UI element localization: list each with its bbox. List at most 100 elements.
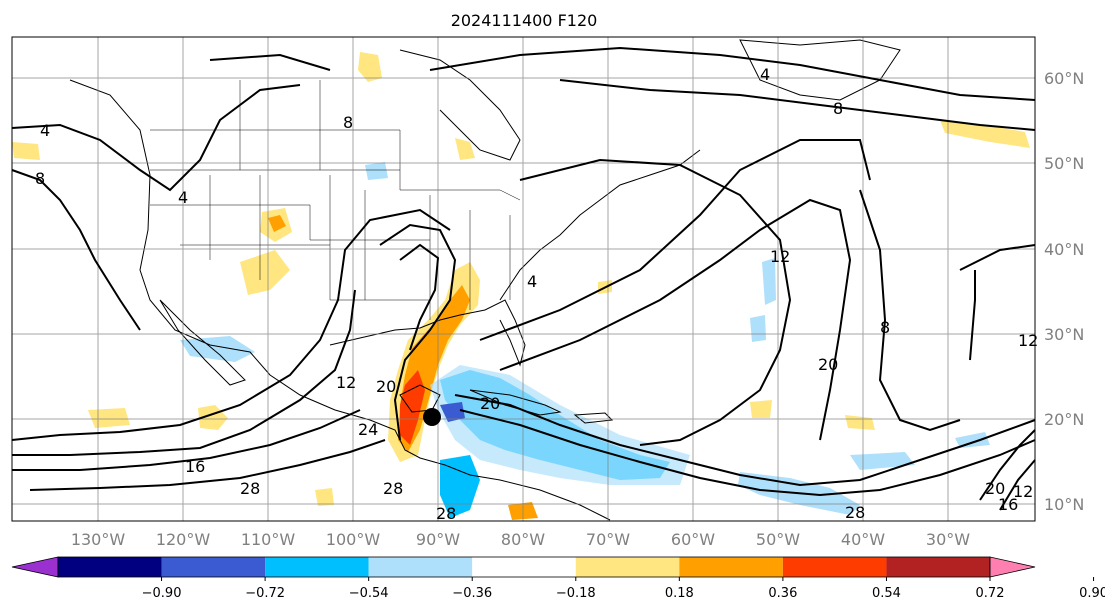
contour-12-south [11, 208, 451, 441]
contour-label: 24 [358, 420, 378, 439]
orange-spot-rockies [268, 215, 286, 232]
lightblue-shade-atl2 [750, 315, 766, 342]
gulf-coast [329, 299, 526, 367]
lon-label: 70°W [586, 530, 630, 549]
colorbar-extend-high [989, 556, 1036, 578]
contour-label: 16 [185, 457, 205, 476]
lon-label: 110°W [241, 530, 296, 549]
lon-label: 50°W [756, 530, 800, 549]
map-frame [11, 36, 1036, 522]
darkblue-spot [440, 402, 465, 422]
lat-label: 10°N [1044, 495, 1084, 514]
yellow-shade-ne [455, 138, 475, 160]
lightblue-shade-pac [180, 336, 255, 362]
contour-label: 4 [760, 65, 770, 84]
contour-label: 8 [343, 113, 353, 132]
colorbar-tick-label: −0.90 [142, 586, 182, 601]
lon-label: 40°W [841, 530, 885, 549]
contour-20-atl [479, 139, 871, 341]
contour-caribbean-1 [454, 394, 1036, 487]
contour-label-group: 4 8 4 4 8 4 8 12 8 12 20 20 16 28 12 20 … [35, 65, 1038, 523]
colorbar-extend-low [11, 556, 59, 578]
contour-12-east [959, 244, 1036, 271]
contour-20-inner [499, 198, 852, 441]
colorbar-tick-label: −0.72 [245, 586, 285, 601]
lat-label: 20°N [1044, 410, 1084, 429]
blue-shade-south [440, 455, 480, 518]
contour-label: 28 [845, 503, 865, 522]
contour-4-north [429, 46, 1036, 101]
graticule [12, 37, 1035, 521]
colorbar-tick-label: 0.54 [872, 586, 901, 601]
lon-label: 120°W [156, 530, 211, 549]
contour-low-inner [399, 243, 440, 351]
hispaniola [573, 412, 614, 424]
lon-label: 100°W [326, 530, 381, 549]
colorbar-segment [58, 557, 162, 577]
contour-label: 28 [240, 479, 260, 498]
lon-label: 60°W [671, 530, 715, 549]
lat-label: 50°N [1044, 154, 1084, 173]
contour-label: 8 [833, 99, 843, 118]
colorbar-tick-label: 0.72 [976, 586, 1005, 601]
red-shade-gulf [400, 370, 425, 445]
contour-label: 12 [1013, 482, 1033, 501]
colorbar: −0.90 −0.72 −0.54 −0.36 −0.18 0.18 0.36 0.54 0.7… [11, 556, 1105, 601]
colorbar-tick-label: −0.36 [452, 586, 492, 601]
contour-low-center [379, 223, 457, 441]
colorbar-segment [575, 557, 680, 577]
north-america-coast [69, 79, 611, 521]
yellow-shade-car [750, 400, 772, 418]
longitude-axis: 130°W 120°W 110°W 100°W 90°W 80°W 70°W 6… [71, 530, 970, 549]
contour-label: 16 [998, 495, 1018, 514]
latitude-axis: 60°N 50°N 40°N 30°N 20°N 10°N [1044, 69, 1084, 514]
colorbar-segment [679, 557, 783, 577]
contour-label: 28 [383, 479, 403, 498]
contour-4-west [11, 84, 301, 192]
contour-16-south [12, 289, 356, 456]
lat-label: 30°N [1044, 325, 1084, 344]
contour-12-atl [519, 158, 792, 446]
contour-label: 4 [178, 188, 188, 207]
contour-label: 4 [40, 121, 50, 140]
colorbar-segment [368, 557, 473, 577]
lat-label: 40°N [1044, 240, 1084, 259]
contour-label: 20 [480, 394, 500, 413]
contour-east-edge [979, 429, 1036, 501]
contour-caribbean-2 [459, 409, 1036, 497]
lon-label: 130°W [71, 530, 126, 549]
shading-layer [12, 52, 1030, 520]
contour-east-edge2 [999, 459, 1036, 511]
contour-label: 20 [985, 479, 1005, 498]
map-title: 2024111400 F120 [451, 11, 598, 30]
lon-label: 90°W [416, 530, 460, 549]
storm-center-marker [423, 408, 441, 426]
contour-lines [11, 46, 1036, 511]
contour-8-atl [859, 189, 961, 432]
contour-label: 12 [336, 373, 356, 392]
contour-24-south [12, 409, 361, 471]
contour-28-south [29, 439, 386, 491]
lightblue-shade-east2 [955, 432, 990, 448]
colorbar-segment [782, 557, 887, 577]
colorbar-segment [161, 557, 266, 577]
contour-label: 12 [1018, 331, 1038, 350]
east-coast [499, 149, 701, 301]
contour-8-west [11, 169, 141, 331]
yellow-shade-plains [240, 250, 290, 295]
contour-label: 20 [818, 355, 838, 374]
contour-africa [969, 270, 976, 361]
colorbar-tick-label: 0.90 [1079, 586, 1105, 601]
contour-label: 20 [376, 377, 396, 396]
colorbar-segment [886, 557, 990, 577]
lightblue-shade-ma [365, 162, 388, 180]
contour-label: 8 [880, 318, 890, 337]
yellow-shade-west [88, 408, 130, 428]
lightblue-shade-east [850, 452, 915, 470]
colorbar-tick-label: 0.36 [768, 586, 797, 601]
yellow-shade-gl [940, 120, 1030, 148]
colorbar-frame [57, 556, 991, 578]
colorbar-segment [265, 557, 369, 577]
colorbar-tick-label: −0.54 [349, 586, 389, 601]
